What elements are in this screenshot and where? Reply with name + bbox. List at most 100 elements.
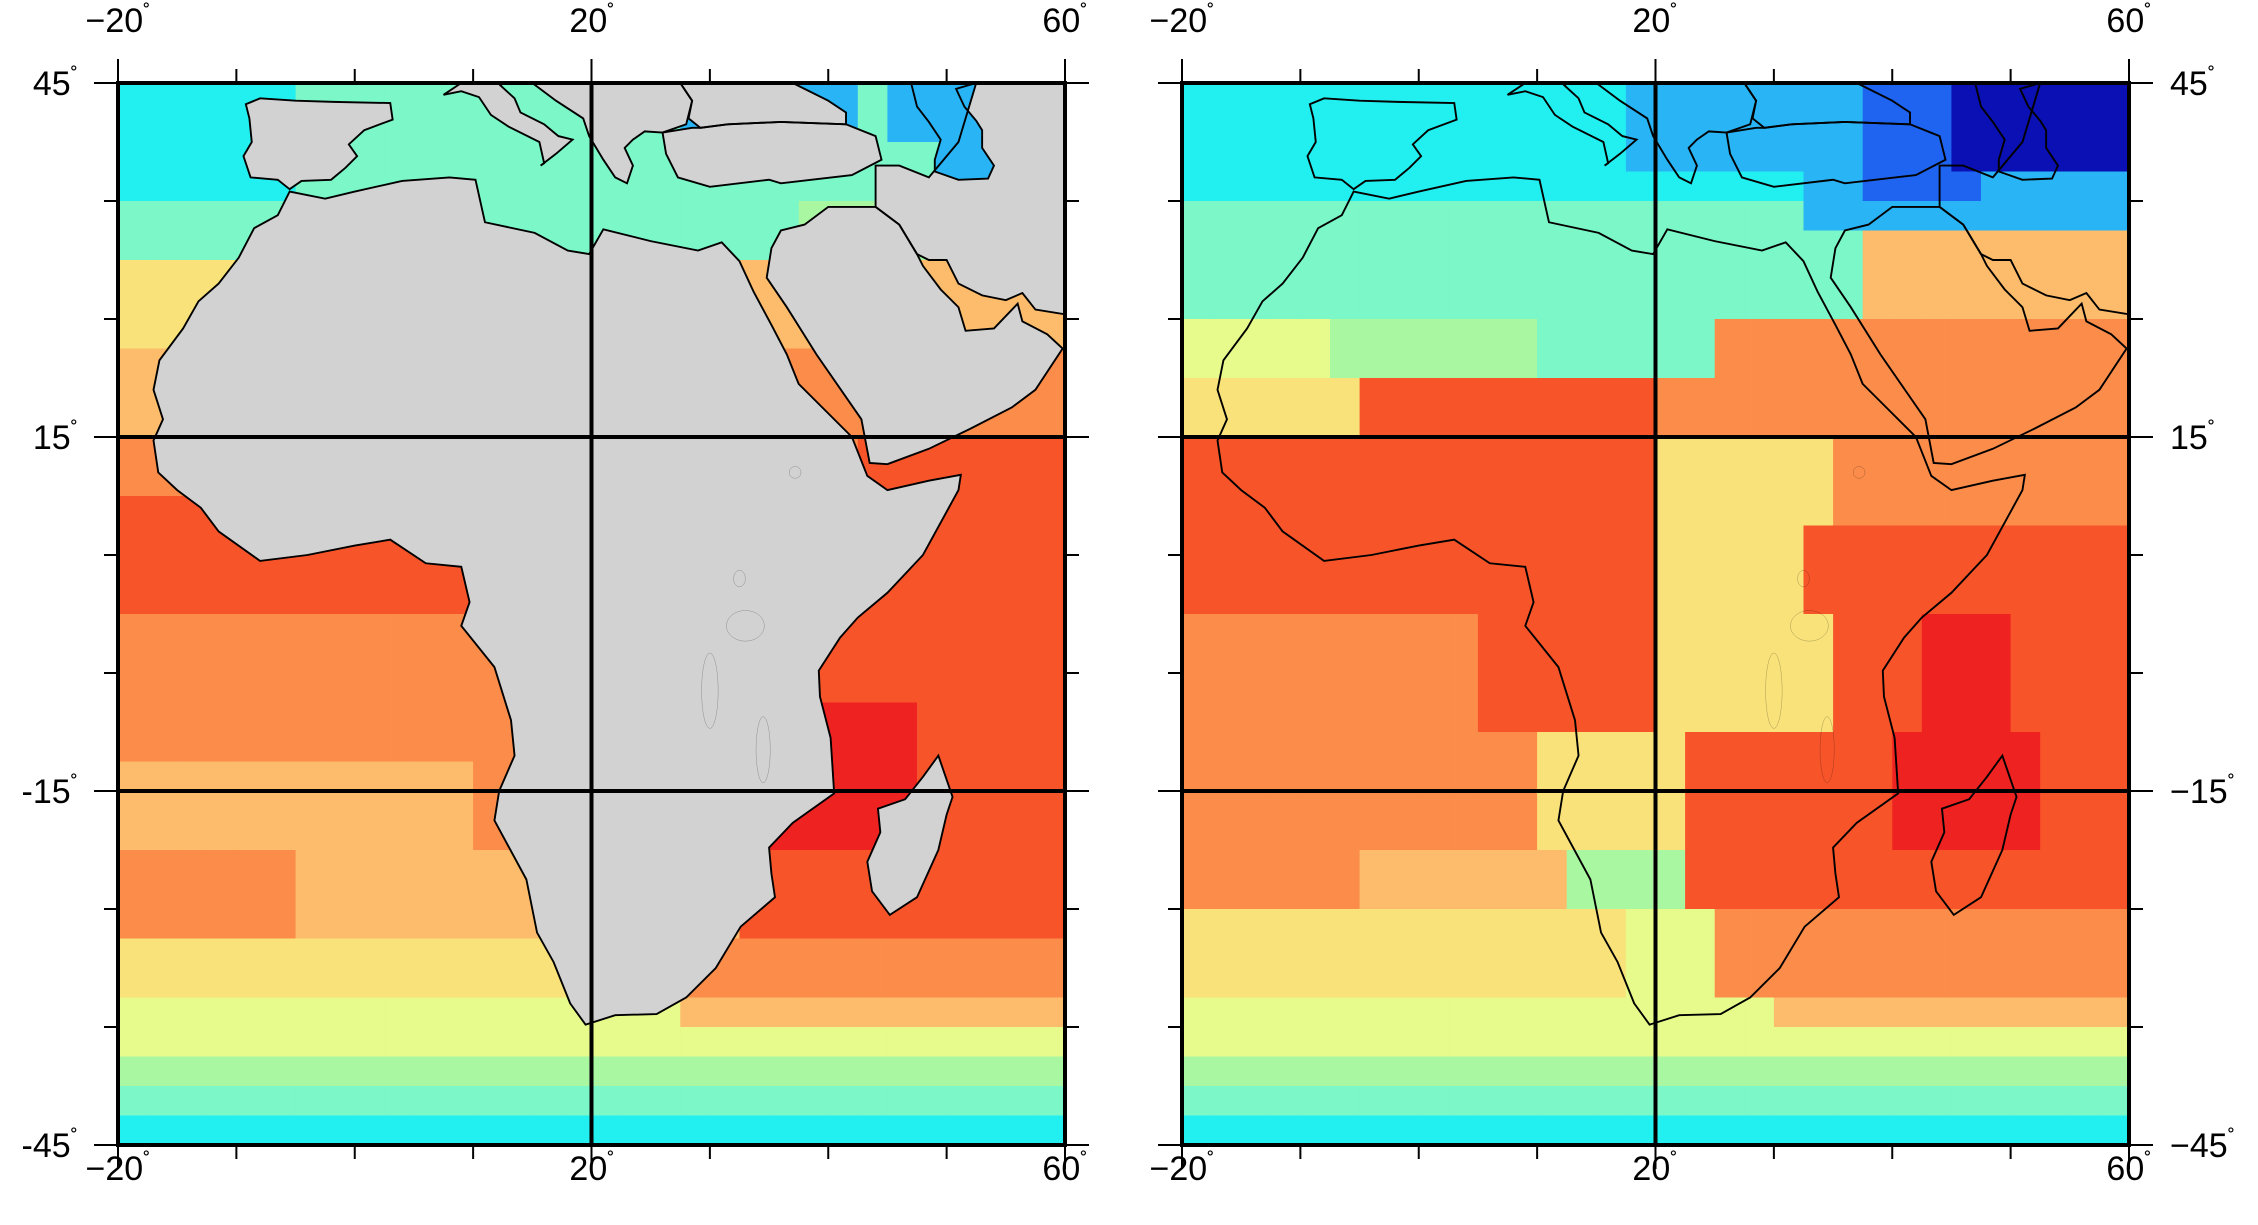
field-cell [1625, 673, 1657, 704]
field-cell [1921, 968, 1952, 999]
field-cell [2040, 1027, 2071, 1058]
field-cell [177, 230, 208, 261]
left-lat-label-m45: -45˚ [22, 1125, 78, 1165]
field-cell [2099, 201, 2129, 232]
field-cell [2069, 171, 2100, 202]
field-cell [1035, 1027, 1065, 1058]
field-cell [1566, 584, 1597, 615]
field-cell [2069, 437, 2100, 468]
field-cell [2010, 112, 2041, 143]
field-cell [1537, 437, 1568, 468]
field-cell [236, 614, 267, 645]
field-cell [443, 112, 474, 143]
field-cell [2099, 466, 2129, 497]
field-cell [1300, 378, 1331, 409]
field-cell [1862, 938, 1893, 969]
field-cell [1507, 761, 1538, 792]
field-cell [1507, 525, 1538, 556]
right-coastlines [1218, 75, 2129, 1025]
field-cell [266, 968, 297, 999]
field-cell [1448, 171, 1479, 202]
field-cell [1448, 1086, 1479, 1117]
field-cell [2040, 260, 2071, 291]
field-cell [2040, 555, 2071, 586]
field-cell [1507, 289, 1538, 320]
field-cell [2040, 171, 2071, 202]
field-cell [1537, 319, 1568, 350]
field-cell [887, 997, 918, 1028]
field-cell [443, 1115, 474, 1145]
field-cell [1833, 319, 1864, 350]
field-cell [887, 1086, 918, 1117]
field-cell [2010, 673, 2041, 704]
field-cell [1270, 112, 1301, 143]
field-cell [1566, 1056, 1597, 1087]
field-cell [1477, 938, 1509, 969]
field-cell [1685, 171, 1716, 202]
field-cell [976, 850, 1007, 881]
field-cell [1035, 820, 1065, 851]
field-cell [1951, 643, 1982, 674]
field-cell [1418, 909, 1449, 940]
field-cell [206, 555, 237, 586]
field-cell [295, 850, 326, 881]
field-cell [1241, 702, 1272, 733]
field-cell [295, 614, 326, 645]
field-cell [1714, 1027, 1745, 1058]
field-cell [1477, 997, 1509, 1028]
field-cell [1773, 378, 1805, 409]
field-cell [1566, 260, 1597, 291]
field-cell [1921, 1115, 1952, 1145]
field-cell [1241, 289, 1272, 320]
field-cell [1714, 437, 1745, 468]
field-cell [1270, 1056, 1301, 1087]
field-cell [325, 997, 356, 1028]
field-cell [1596, 525, 1627, 556]
field-cell [1389, 112, 1420, 143]
field-cell [946, 938, 977, 969]
field-cell [621, 1086, 652, 1117]
field-cell [1803, 496, 1834, 527]
field-cell [591, 201, 622, 232]
field-cell [1359, 112, 1390, 143]
field-cell [2040, 761, 2071, 792]
field-cell [887, 702, 918, 733]
field-cell [325, 968, 356, 999]
field-cell [502, 938, 533, 969]
field-cell [1951, 761, 1982, 792]
field-cell [1005, 555, 1036, 586]
field-cell [295, 997, 326, 1028]
field-cell [680, 1027, 711, 1058]
field-cell [1537, 1056, 1568, 1087]
field-cell [236, 702, 267, 733]
field-cell [1596, 466, 1627, 497]
field-cell [1862, 142, 1893, 173]
field-cell [177, 997, 208, 1028]
field-cell [1744, 702, 1775, 733]
field-cell [976, 584, 1007, 615]
field-cell [118, 584, 149, 615]
lake-outline [1798, 570, 1810, 587]
field-cell [2099, 997, 2129, 1028]
field-cell [1270, 171, 1301, 202]
field-cell [1803, 555, 1834, 586]
field-cell [1211, 614, 1242, 645]
field-cell [769, 1115, 800, 1145]
field-cell [1537, 555, 1568, 586]
field-cell [1921, 319, 1952, 350]
field-cell [473, 1086, 504, 1117]
field-cell [1921, 555, 1952, 586]
field-cell [413, 1027, 445, 1058]
field-cell [1270, 466, 1301, 497]
field-cell [473, 1027, 504, 1058]
field-cell [1921, 702, 1952, 733]
field-cell [1359, 348, 1390, 379]
field-cell [443, 673, 474, 704]
field-cell [1625, 702, 1657, 733]
field-cell [1862, 201, 1893, 232]
field-cell [1507, 643, 1538, 674]
field-cell [236, 1056, 267, 1087]
field-cell [1714, 850, 1745, 881]
field-cell [1182, 319, 1213, 350]
field-cell [1418, 761, 1449, 792]
